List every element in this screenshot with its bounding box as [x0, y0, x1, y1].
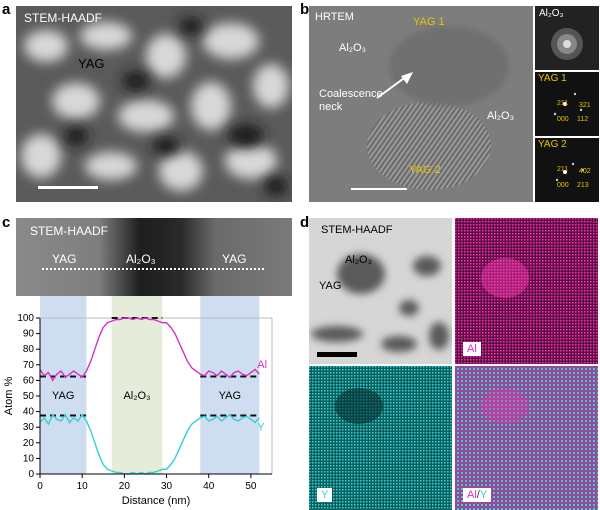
region-label-0: YAG	[52, 390, 74, 402]
fft-yag2-idx-0: 211	[557, 166, 569, 173]
panel-d-al-map: Al	[455, 218, 598, 364]
y-tick-label-20: 20	[23, 438, 35, 449]
overlay-sep-text: /	[476, 489, 480, 501]
chart-regions	[40, 296, 260, 474]
panel-a-mode-text: STEM-HAADF	[24, 11, 102, 25]
panel-d-label: d	[300, 214, 310, 231]
panel-d-stem-image: STEM-HAADF Al₂O₃ YAG	[309, 218, 452, 364]
panel-d-scale-bar	[317, 352, 357, 357]
y-tick-label-50: 50	[23, 391, 35, 402]
panel-a-texture	[16, 6, 292, 202]
fft-yag2-idx-2: 000	[557, 182, 569, 189]
fft-yag2-idx-1: 402	[579, 168, 591, 175]
panel-b-label: b	[300, 1, 310, 18]
y-map-label: Y	[317, 488, 333, 502]
panel-c-yag-left: YAG	[52, 252, 77, 266]
fft-yag2-title: YAG 2	[538, 139, 567, 150]
panel-c-yag-right: YAG	[222, 252, 247, 266]
y-map-texture	[309, 366, 452, 510]
fft-spots	[553, 92, 583, 116]
panel-c-al2o3: Al₂O₃	[126, 252, 156, 266]
x-tick-label-50: 50	[245, 481, 257, 492]
fft-yag1-idx-1: 321	[579, 102, 591, 109]
overlay-y-text: Y	[479, 489, 488, 501]
al-map-label: Al	[463, 342, 481, 356]
panel-d-yag-label: YAG	[319, 280, 342, 292]
x-tick-label-10: 10	[77, 481, 89, 492]
y-tick-label-90: 90	[23, 329, 35, 340]
panel-d-al2o3-label: Al₂O₃	[345, 254, 373, 266]
y-tick-label-10: 10	[23, 453, 35, 464]
panel-b-mode-text: HRTEM	[315, 11, 354, 23]
panel-c-line-chart: Al Y 0 10 20 30 40 50 0 10 20 30 40 50 60 70 80 90 100 YA…	[3, 296, 273, 507]
fft-inset-yag1: YAG 1 211 321 000 112	[535, 72, 599, 136]
series-line-y	[39, 413, 260, 475]
y-tick-label-80: 80	[23, 344, 35, 355]
fft-al2o3-title: Al₂O₃	[539, 8, 564, 19]
panel-a-scale-bar	[38, 186, 98, 189]
region-label-2: YAG	[219, 390, 241, 402]
chart-region-labels: YAG Al₂O₃ YAG	[52, 390, 241, 402]
fft-yag1-idx-0: 211	[557, 100, 569, 107]
panel-b-al2o3-label-left: Al₂O₃	[339, 42, 367, 54]
panel-d-y-map: Y	[309, 366, 452, 510]
al-map-texture	[455, 218, 598, 364]
series-label-al: Al	[257, 359, 267, 371]
fft-spots	[555, 162, 585, 182]
y-axis-label: Atom %	[3, 377, 15, 416]
x-tick-label-40: 40	[203, 481, 215, 492]
panel-c-label: c	[2, 214, 11, 231]
panel-b-texture	[309, 6, 533, 202]
panel-c-scan-line	[42, 268, 264, 270]
chart-series: Al Y	[39, 317, 267, 475]
panel-c-stem-strip: STEM-HAADF YAG Al₂O₃ YAG	[16, 218, 292, 296]
panel-b-hrtem-image: HRTEM YAG 1 YAG 2 Al₂O₃ Al₂O₃ Coalescenc…	[309, 6, 533, 202]
panel-d-mode-text: STEM-HAADF	[321, 224, 393, 236]
y-tick-label-0: 0	[28, 469, 34, 480]
x-axis-label: Distance (nm)	[122, 495, 190, 507]
y-tick-label-30: 30	[23, 422, 35, 433]
y-tick-label-40: 40	[23, 407, 35, 418]
y-tick-label-70: 70	[23, 360, 35, 371]
x-tick-label-0: 0	[37, 481, 43, 492]
overlay-map-label: Al/Y	[463, 488, 492, 502]
fft-yag1-idx-3: 112	[577, 116, 589, 123]
panel-b-neck-label: Coalescence neck	[319, 88, 383, 113]
y-tick-label-100: 100	[17, 313, 34, 324]
panel-b-arrow-icon	[376, 72, 413, 99]
region-label-1: Al₂O₃	[123, 390, 150, 402]
x-tick-label-30: 30	[161, 481, 173, 492]
region-band-0	[40, 296, 87, 474]
fft-yag2-idx-3: 213	[577, 182, 589, 189]
y-tick-label-60: 60	[23, 375, 35, 386]
panel-a-yag-label: YAG	[78, 56, 105, 71]
fft-yag1-idx-2: 000	[557, 116, 569, 123]
panel-b-al2o3-label-right: Al₂O₃	[487, 110, 515, 122]
panel-b-yag2-label: YAG 2	[409, 164, 441, 176]
region-band-2	[200, 296, 260, 474]
panel-b-scale-bar	[351, 188, 407, 190]
fft-inset-yag2: YAG 2 211 402 000 213	[535, 138, 599, 202]
series-line-al	[39, 317, 260, 382]
panel-a-stem-image: STEM-HAADF YAG	[16, 6, 292, 202]
panel-d-overlay-map: Al/Y	[455, 366, 598, 510]
x-tick-label-20: 20	[119, 481, 131, 492]
panel-c-mode-text: STEM-HAADF	[30, 224, 108, 238]
overlay-map-texture	[455, 366, 598, 510]
panel-d-texture	[311, 254, 449, 352]
panel-a-label: a	[2, 1, 11, 18]
panel-b-yag1-label: YAG 1	[413, 16, 445, 28]
panel-b-fft-column: Al₂O₃ YAG 1 211 321 000 112 YAG 2 211 40…	[535, 6, 599, 202]
fft-yag1-title: YAG 1	[538, 73, 567, 84]
overlay-al-text: Al	[467, 489, 477, 501]
fft-inset-al2o3: Al₂O₃	[535, 6, 599, 70]
fft-rings	[551, 28, 583, 60]
chart-axes: 0 10 20 30 40 50 0 10 20 30 40 50 60 70 80 90 100	[17, 313, 272, 492]
region-band-1	[111, 296, 163, 474]
series-label-y: Y	[257, 421, 265, 433]
